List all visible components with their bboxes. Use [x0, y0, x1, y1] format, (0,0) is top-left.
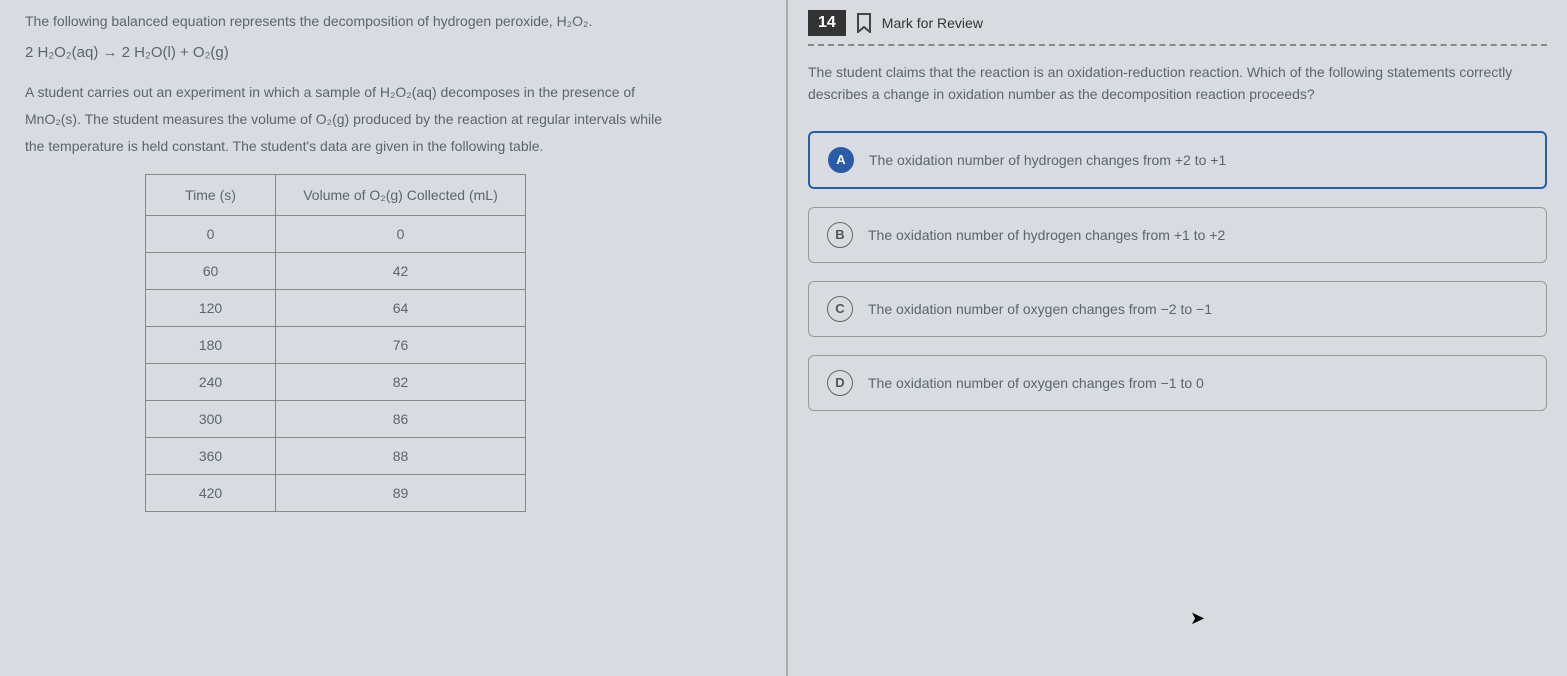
desc-line-2: MnO₂(s). The student measures the volume… [25, 111, 662, 127]
right-panel: 14 Mark for Review The student claims th… [788, 0, 1567, 676]
cell-time: 0 [146, 216, 276, 253]
cell-volume: 64 [276, 290, 526, 327]
option-text-d: The oxidation number of oxygen changes f… [868, 375, 1204, 391]
equation: 2 H₂O₂(aq) → 2 H₂O(l) + O₂(g) [25, 44, 756, 61]
table-header-volume: Volume of O₂(g) Collected (mL) [276, 175, 526, 216]
bookmark-icon[interactable] [856, 13, 872, 33]
table-row: 24082 [146, 364, 526, 401]
answer-option-c[interactable]: C The oxidation number of oxygen changes… [808, 281, 1547, 337]
intro-text: The following balanced equation represen… [25, 10, 756, 32]
option-text-b: The oxidation number of hydrogen changes… [868, 227, 1225, 243]
mark-for-review-label[interactable]: Mark for Review [882, 15, 983, 31]
question-text: The student claims that the reaction is … [808, 61, 1547, 106]
cell-volume: 82 [276, 364, 526, 401]
cell-volume: 76 [276, 327, 526, 364]
cursor-icon: ➤ [1190, 608, 1205, 629]
option-letter-c: C [827, 296, 853, 322]
table-body: 00 6042 12064 18076 24082 30086 36088 42… [146, 216, 526, 512]
option-text-a: The oxidation number of hydrogen changes… [869, 152, 1226, 168]
answer-option-b[interactable]: B The oxidation number of hydrogen chang… [808, 207, 1547, 263]
left-panel: The following balanced equation represen… [0, 0, 788, 676]
table-header-time: Time (s) [146, 175, 276, 216]
cell-volume: 88 [276, 438, 526, 475]
cell-time: 180 [146, 327, 276, 364]
question-number: 14 [808, 10, 846, 36]
cell-time: 120 [146, 290, 276, 327]
table-row: 6042 [146, 253, 526, 290]
desc-line-1: A student carries out an experiment in w… [25, 84, 635, 100]
cell-volume: 42 [276, 253, 526, 290]
desc-line-3: the temperature is held constant. The st… [25, 138, 543, 154]
option-text-c: The oxidation number of oxygen changes f… [868, 301, 1212, 317]
question-header: 14 Mark for Review [808, 10, 1547, 46]
cell-volume: 86 [276, 401, 526, 438]
table-row: 00 [146, 216, 526, 253]
table-row: 12064 [146, 290, 526, 327]
cell-time: 300 [146, 401, 276, 438]
cell-time: 420 [146, 475, 276, 512]
table-header-row: Time (s) Volume of O₂(g) Collected (mL) [146, 175, 526, 216]
description-text: A student carries out an experiment in w… [25, 79, 756, 159]
cell-volume: 89 [276, 475, 526, 512]
option-letter-b: B [827, 222, 853, 248]
cell-time: 240 [146, 364, 276, 401]
data-table: Time (s) Volume of O₂(g) Collected (mL) … [145, 174, 526, 512]
answer-option-a[interactable]: A The oxidation number of hydrogen chang… [808, 131, 1547, 189]
table-row: 42089 [146, 475, 526, 512]
option-letter-d: D [827, 370, 853, 396]
option-letter-a: A [828, 147, 854, 173]
table-row: 36088 [146, 438, 526, 475]
cell-volume: 0 [276, 216, 526, 253]
answer-option-d[interactable]: D The oxidation number of oxygen changes… [808, 355, 1547, 411]
cell-time: 360 [146, 438, 276, 475]
table-row: 30086 [146, 401, 526, 438]
cell-time: 60 [146, 253, 276, 290]
table-row: 18076 [146, 327, 526, 364]
